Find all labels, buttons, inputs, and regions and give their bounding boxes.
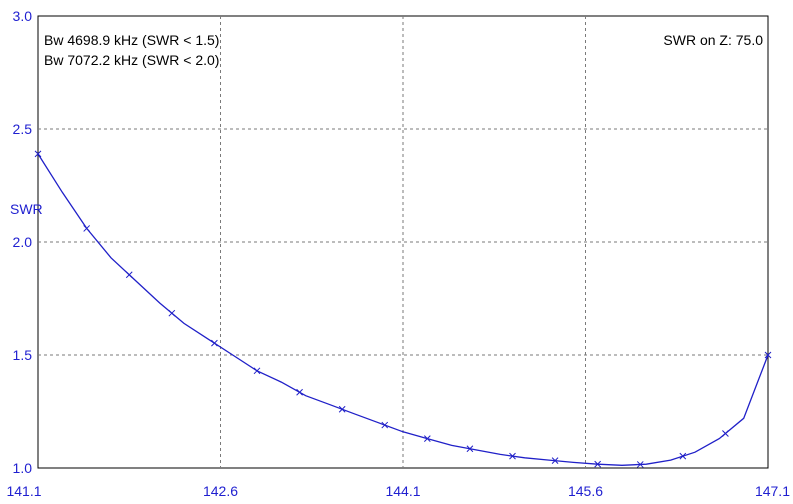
curve-marker-6	[296, 388, 303, 396]
bandwidth-swr-2-0: Bw 7072.2 kHz (SWR < 2.0)	[44, 52, 219, 68]
y-tick-label-0: 1.0	[13, 460, 33, 476]
y-axis-label: SWR	[10, 201, 43, 217]
curve-marker-14	[636, 461, 644, 468]
bandwidth-swr-1-5: Bw 4698.9 kHz (SWR < 1.5)	[44, 32, 219, 48]
curve-marker-0	[34, 150, 42, 158]
curve-marker-1	[83, 225, 91, 232]
curve-markers	[34, 150, 772, 468]
y-tick-label-2: 2.0	[13, 234, 33, 250]
y-tick-label-3: 2.5	[13, 121, 33, 137]
y-tick-label-4: 3.0	[13, 8, 33, 24]
curve-marker-8	[381, 421, 389, 429]
swr-curve	[37, 153, 769, 466]
x-tick-label-2: 144.1	[385, 483, 420, 499]
x-axis-ticks: 141.1 142.6 144.1 145.6 147.1	[6, 483, 790, 499]
swr-on-z-label: SWR on Z: 75.0	[663, 32, 763, 48]
y-axis-ticks: 1.0 1.5 2.0 2.5 3.0	[13, 8, 33, 476]
curve-marker-3	[168, 309, 176, 317]
curve-marker-11	[509, 452, 516, 460]
curve-marker-2	[125, 271, 133, 279]
curve-marker-17	[764, 351, 772, 359]
curve-marker-10	[466, 445, 474, 453]
curve-marker-9	[423, 435, 431, 442]
x-tick-label-4: 147.1	[755, 483, 790, 499]
y-tick-label-1: 1.5	[13, 347, 33, 363]
curve-marker-16	[722, 430, 729, 437]
x-tick-label-0: 141.1	[6, 483, 41, 499]
curve-marker-7	[338, 405, 346, 413]
curve-marker-15	[679, 452, 687, 460]
curve-marker-5	[253, 367, 261, 375]
curve-marker-13	[594, 460, 602, 468]
x-tick-label-3: 145.6	[568, 483, 603, 499]
curve-marker-12	[551, 457, 559, 465]
curve-marker-4	[211, 339, 218, 347]
x-tick-label-1: 142.6	[203, 483, 238, 499]
grid	[38, 16, 768, 468]
